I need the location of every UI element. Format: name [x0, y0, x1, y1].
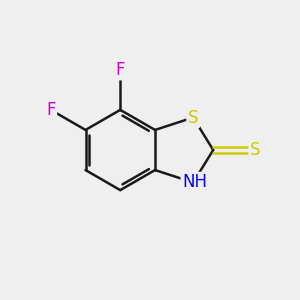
Text: S: S — [188, 109, 198, 127]
Text: F: F — [116, 61, 125, 79]
Text: F: F — [46, 101, 56, 119]
Text: NH: NH — [182, 173, 207, 191]
Text: S: S — [250, 141, 261, 159]
